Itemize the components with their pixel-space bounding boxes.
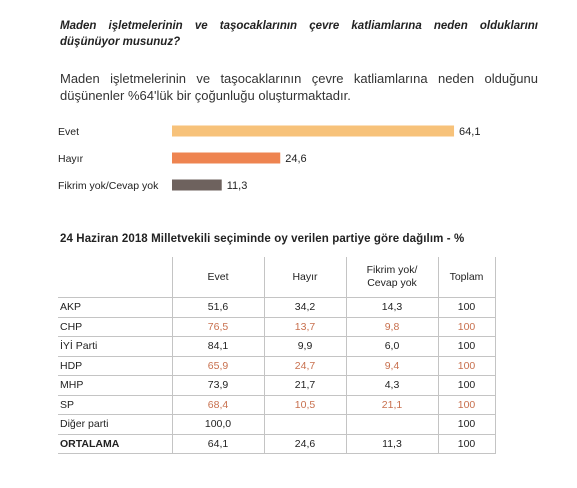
header-hayir: Hayır xyxy=(263,257,346,298)
bar-label-fikrim-yok: Fikrim yok/Cevap yok xyxy=(58,180,159,192)
cell-evet: 64,1 xyxy=(171,433,264,454)
cell-hayir: 24,7 xyxy=(263,355,346,376)
cell-hayir: 34,2 xyxy=(263,297,346,317)
table-row-diger-parti: Diğer parti 100,0 100 xyxy=(58,414,496,434)
cell-toplam: 100 xyxy=(437,375,496,395)
cell-fikrim-yok: 14,3 xyxy=(345,297,438,317)
bar-value-evet: 64,1 xyxy=(459,126,480,138)
cell-fikrim-yok xyxy=(345,414,438,434)
bar-chart: Evet 64,1 Hayır 24,6 Fikrim yok/Cevap yok 11,… xyxy=(58,125,480,192)
bar-fikrim-yok xyxy=(172,179,222,191)
party-name: İYİ Parti xyxy=(58,336,172,356)
header-fikrim-yok: Fikrim yok/ Cevap yok xyxy=(345,257,438,298)
table-title: 24 Haziran 2018 Milletvekili seçiminde o… xyxy=(60,233,465,245)
cell-toplam: 100 xyxy=(437,433,496,454)
header-fikrim-yok-label: Fikrim yok/ Cevap yok xyxy=(366,264,418,289)
cell-evet: 51,6 xyxy=(171,297,264,317)
cell-evet: 84,1 xyxy=(171,336,264,356)
table-header-row: Evet Hayır Fikrim yok/ Cevap yok Toplam xyxy=(58,257,496,298)
table-row-ortalama: ORTALAMA 64,1 24,6 11,3 100 xyxy=(58,433,496,454)
cell-hayir: 10,5 xyxy=(263,394,346,415)
table-row-sp: SP 68,4 10,5 21,1 100 xyxy=(58,394,496,415)
cell-hayir: 24,6 xyxy=(263,433,346,454)
bar-hayir xyxy=(172,152,281,164)
bar-evet xyxy=(172,125,455,137)
party-name: ORTALAMA xyxy=(58,433,172,454)
header-toplam: Toplam xyxy=(437,257,496,298)
table-row-iyi-parti: İYİ Parti 84,1 9,9 6,0 100 xyxy=(58,336,496,356)
cell-toplam: 100 xyxy=(437,355,496,376)
cell-hayir: 9,9 xyxy=(263,336,346,356)
table-row-chp: CHP 76,5 13,7 9,8 100 xyxy=(58,316,496,337)
bar-value-fikrim-yok: 11,3 xyxy=(227,180,248,192)
results-table: Evet Hayır Fikrim yok/ Cevap yok Toplam … xyxy=(58,257,496,454)
party-name: CHP xyxy=(58,316,172,337)
question-text: Maden işletmelerinin ve taşocaklarının ç… xyxy=(60,20,538,48)
cell-toplam: 100 xyxy=(437,336,496,356)
cell-evet: 68,4 xyxy=(171,394,264,415)
table-row-mhp: MHP 73,9 21,7 4,3 100 xyxy=(58,375,496,395)
party-name: MHP xyxy=(58,375,172,395)
cell-hayir: 21,7 xyxy=(263,375,346,395)
cell-evet: 73,9 xyxy=(171,375,264,395)
bar-label-evet: Evet xyxy=(58,126,79,138)
finding-text: Maden işletmelerinin ve taşocaklarının ç… xyxy=(60,71,538,103)
cell-toplam: 100 xyxy=(437,414,496,434)
cell-toplam: 100 xyxy=(437,316,496,337)
cell-hayir: 13,7 xyxy=(263,316,346,337)
cell-toplam: 100 xyxy=(437,394,496,415)
cell-fikrim-yok: 9,8 xyxy=(345,316,438,337)
party-name: SP xyxy=(58,394,172,415)
party-name: HDP xyxy=(58,355,172,376)
cell-hayir xyxy=(263,414,346,434)
table-row-hdp: HDP 65,9 24,7 9,4 100 xyxy=(58,355,496,376)
header-blank xyxy=(58,257,172,298)
cell-evet: 76,5 xyxy=(171,316,264,337)
party-name: Diğer parti xyxy=(58,414,172,434)
party-name: AKP xyxy=(58,297,172,317)
bar-label-hayir: Hayır xyxy=(58,153,84,165)
cell-fikrim-yok: 11,3 xyxy=(345,433,438,454)
cell-fikrim-yok: 6,0 xyxy=(345,336,438,356)
cell-evet: 100,0 xyxy=(171,414,264,434)
cell-fikrim-yok: 9,4 xyxy=(345,355,438,376)
cell-fikrim-yok: 21,1 xyxy=(345,394,438,415)
bar-value-hayir: 24,6 xyxy=(285,153,306,165)
cell-evet: 65,9 xyxy=(171,355,264,376)
table-row-akp: AKP 51,6 34,2 14,3 100 xyxy=(58,297,496,317)
cell-fikrim-yok: 4,3 xyxy=(345,375,438,395)
cell-toplam: 100 xyxy=(437,297,496,317)
header-evet: Evet xyxy=(171,257,264,298)
